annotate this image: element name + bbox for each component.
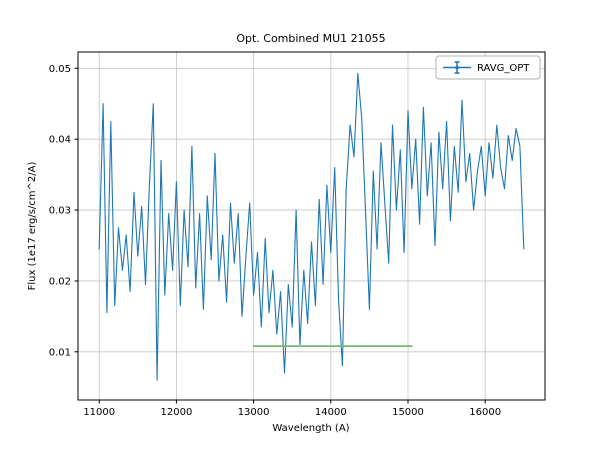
errorbar-legend-icon bbox=[443, 61, 471, 74]
chart-title: Opt. Combined MU1 21055 bbox=[236, 32, 385, 45]
y-tick-label: 0.01 bbox=[49, 347, 71, 358]
y-tick-label: 0.02 bbox=[49, 276, 71, 287]
x-tick-label: 12000 bbox=[161, 407, 193, 418]
x-tick-label: 15000 bbox=[392, 407, 424, 418]
x-tick-label: 14000 bbox=[315, 407, 347, 418]
grid-layer bbox=[78, 52, 545, 400]
y-tick-label: 0.04 bbox=[49, 135, 71, 146]
series-layer bbox=[98, 72, 525, 381]
plot-border bbox=[77, 51, 546, 401]
x-tick-label: 16000 bbox=[469, 407, 501, 418]
y-tick-label: 0.03 bbox=[49, 206, 71, 217]
y-axis-label: Flux (1e17 erg/s/cm^2/A) bbox=[27, 162, 38, 291]
ticks-layer: 11000 12000 13000 14000 15000 16000 0.01 0.02 0.… bbox=[49, 64, 501, 418]
y-tick-label: 0.05 bbox=[49, 64, 71, 75]
legend: RAVG_OPT bbox=[435, 55, 541, 80]
x-tick-label: 13000 bbox=[238, 407, 270, 418]
data-line-ravg-opt bbox=[98, 72, 525, 381]
legend-box bbox=[435, 55, 541, 80]
x-axis-label: Wavelength (A) bbox=[272, 423, 349, 434]
x-tick-label: 11000 bbox=[83, 407, 115, 418]
legend-label: RAVG_OPT bbox=[477, 63, 530, 74]
